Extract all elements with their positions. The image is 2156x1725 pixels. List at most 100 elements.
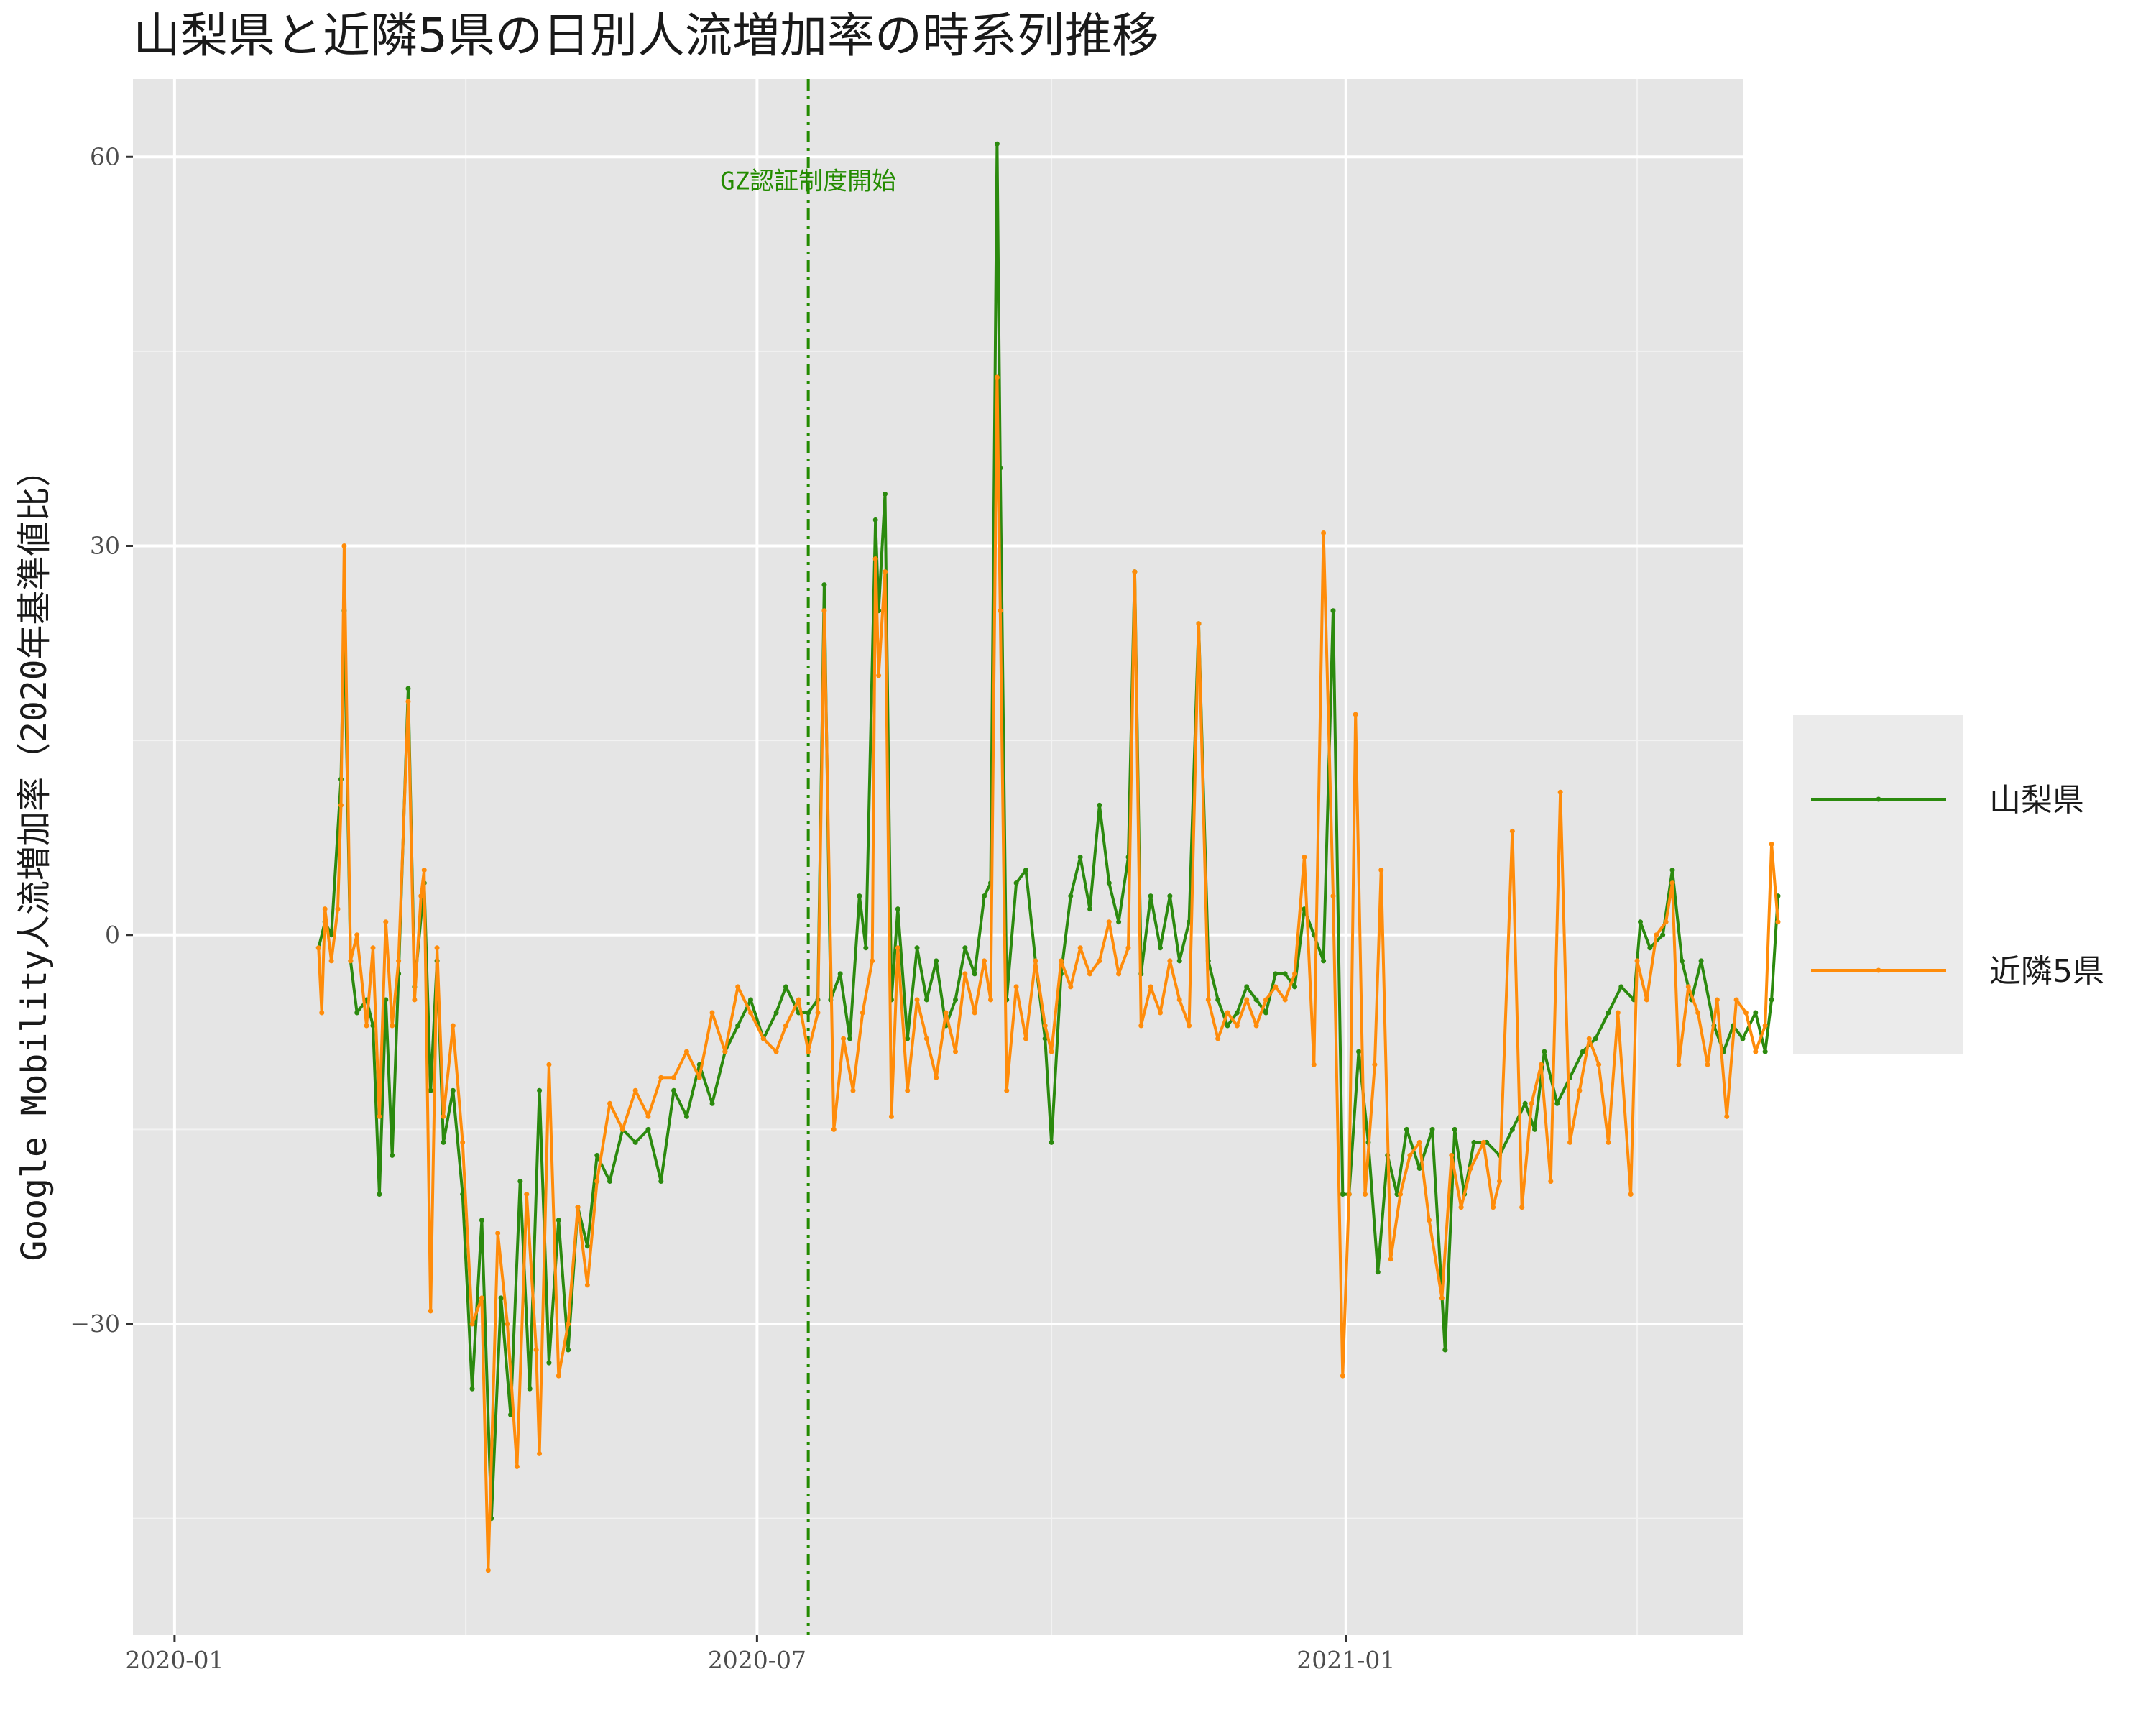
series-2-point [850,1087,856,1093]
series-2-point [1004,1087,1010,1093]
series-1-point [683,1113,689,1119]
series-2-point [1176,997,1182,1003]
series-2-point [1634,958,1640,964]
series-2-point [1577,1087,1583,1093]
series-2-point [1468,1166,1473,1171]
series-2-point [870,958,875,964]
legend-label: 山梨県 [1989,782,2084,819]
series-1-point [428,1087,433,1093]
series-2-point [987,997,993,1003]
series-1-point [857,893,862,899]
series-layer [315,141,1781,1573]
series-2-point [575,1205,581,1210]
series-1-point [1097,802,1102,808]
series-2-point [1225,1010,1230,1016]
series-1-point [1429,1126,1435,1132]
y-axis-title: Google Mobility人流増加率（2020年基準値比） [14,452,55,1261]
series-2-point [1676,1062,1682,1067]
series-2-point [982,958,987,964]
series-2-point [505,1321,510,1327]
series-line-1 [317,142,1779,1520]
series-1-point [1116,919,1122,925]
series-2-point [1273,984,1279,990]
series-2-point [972,1010,977,1016]
series-1-point [1234,1010,1240,1016]
series-2-point [390,1023,395,1029]
series-2-point [773,1049,779,1054]
series-1-point [1593,1036,1598,1041]
chart-title: 山梨県と近隣5県の日別人流増加率の時系列推移 [133,8,1159,63]
series-1-point [671,1087,677,1093]
series-2-point [671,1075,677,1080]
series-2-point [1132,569,1138,575]
series-2-point [1353,712,1358,717]
series-1-point [537,1087,543,1093]
series-1-point [1580,1049,1585,1054]
series-2-point [1023,1036,1028,1041]
series-2-point [495,1230,501,1236]
series-2-point [815,1010,821,1016]
series-2-point [1388,1256,1393,1262]
series-2-point [722,1049,728,1054]
series-1-point [1148,893,1153,899]
series-1-point [498,1295,504,1301]
series-1-point [1647,945,1653,951]
series-2-point [383,919,389,925]
series-1-point [1023,868,1028,873]
series-1-point [952,997,958,1003]
series-2-point [1167,958,1173,964]
series-1-point [507,1412,513,1417]
series-2-point [1196,621,1202,627]
series-2-point [377,1113,382,1119]
legend-key-point [1876,967,1881,973]
series-2-point [319,1010,325,1016]
series-2-point [1292,971,1298,977]
series-2-point [1378,868,1384,873]
series-1-point [1042,1036,1048,1041]
series-1-point [1375,1269,1381,1275]
series-2-point [1407,1152,1413,1158]
series-2-point [1557,789,1563,795]
legend-label: 近隣5県 [1989,953,2104,990]
series-1-point [1167,893,1173,899]
series-1-point [566,1347,571,1353]
series-1-point [370,1023,376,1029]
series-1-point [1356,1049,1362,1054]
series-1-point [1542,1049,1547,1054]
series-1-point [1637,919,1643,925]
y-tick-label: 0 [105,921,120,949]
series-2-point [338,802,344,808]
series-1-point [923,997,929,1003]
series-2-point [533,1347,539,1353]
x-tick-label: 2021-01 [1296,1646,1395,1674]
y-tick-label: 30 [90,532,120,560]
series-1-point [972,971,977,977]
series-2-point [860,1010,865,1016]
series-1-point [1215,997,1221,1003]
series-1-point [872,517,878,523]
series-1-point [546,1360,552,1366]
series-2-point [428,1308,433,1314]
series-2-point [1695,1010,1701,1016]
series-1-point [1253,997,1259,1003]
series-2-point [1669,880,1675,886]
series-2-point [1480,1139,1486,1145]
series-2-point [783,1023,788,1029]
series-2-point [537,1450,543,1456]
series-2-point [1253,1023,1259,1029]
y-tick-label: −30 [70,1310,120,1338]
series-1-point [645,1126,651,1132]
series-2-point [1234,1023,1240,1029]
series-2-point [1529,1100,1534,1106]
series-2-point [831,1126,837,1132]
series-2-point [1497,1179,1503,1184]
series-1-point [1340,1192,1345,1197]
series-1-point [1442,1347,1448,1353]
series-1-point [450,1087,456,1093]
series-1-point [328,932,334,938]
series-2-point [876,673,882,678]
series-1-point [1158,945,1164,951]
series-2-point [658,1075,664,1080]
series-1-point [783,984,788,990]
